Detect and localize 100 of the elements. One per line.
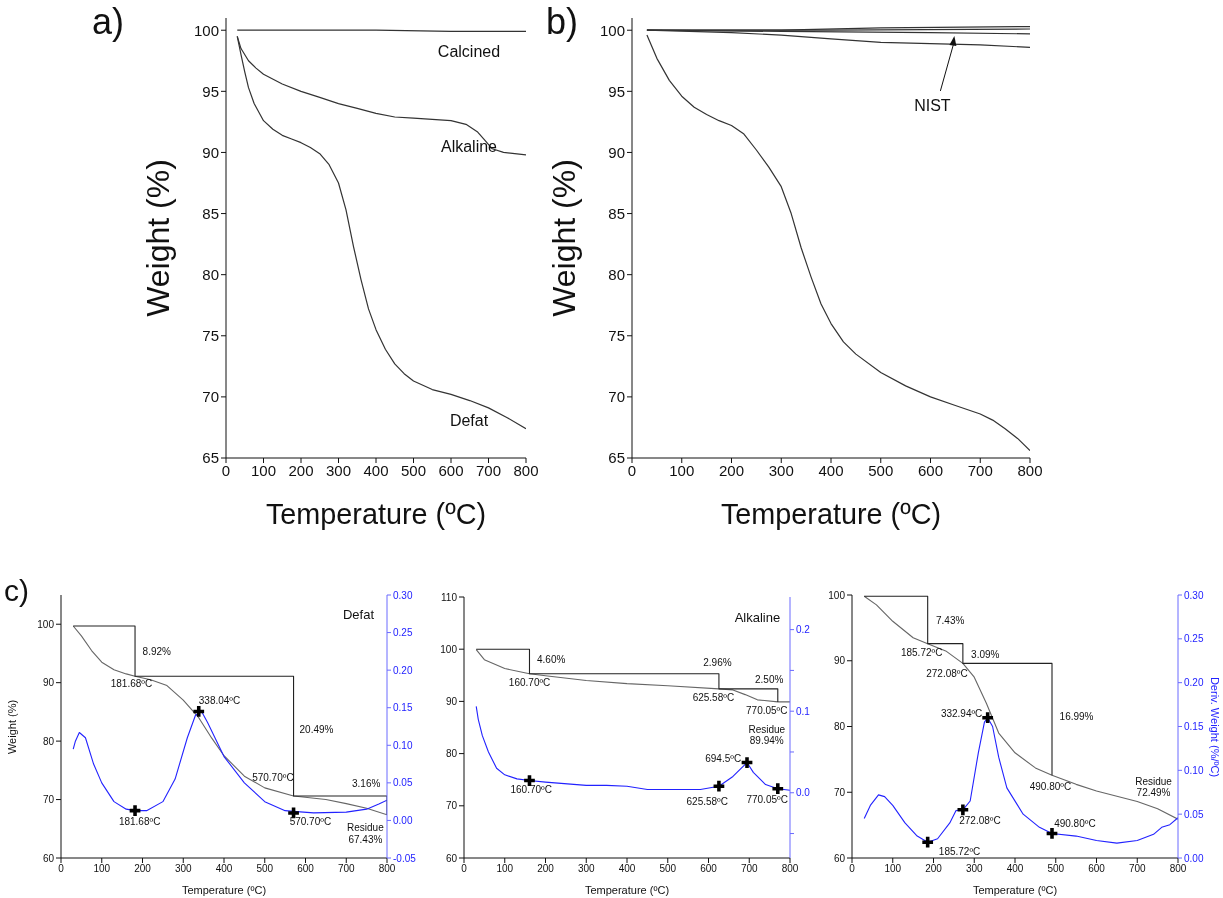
text: NIST bbox=[914, 96, 951, 114]
y-tick-label: 80 bbox=[202, 265, 219, 283]
y-axis-title: Weight (%) bbox=[139, 159, 177, 317]
annotation: 8.92% bbox=[142, 645, 171, 658]
x-tick-label: 100 bbox=[93, 863, 111, 875]
y-tick-label: 70 bbox=[42, 794, 55, 806]
y-tick-label: 100 bbox=[599, 21, 625, 39]
chart-title: b) bbox=[546, 1, 579, 42]
x-tick-label: 100 bbox=[669, 461, 695, 479]
x-tick-label: 400 bbox=[618, 863, 636, 875]
x-tick-label: 500 bbox=[256, 863, 274, 875]
x-tick-label: 200 bbox=[288, 461, 314, 479]
annotation: 770.05ºC bbox=[746, 794, 788, 806]
y-tick-label: 60 bbox=[42, 852, 55, 864]
y-tick-label: 75 bbox=[608, 327, 625, 345]
y-tick-label: 100 bbox=[193, 21, 219, 39]
annotation: 160.70ºC bbox=[510, 784, 552, 796]
x-tick-label: 300 bbox=[577, 863, 596, 875]
y-tick-label: 65 bbox=[608, 449, 625, 467]
x-tick-label: 200 bbox=[134, 863, 152, 875]
annotation: 694.5ºC bbox=[705, 753, 742, 765]
annotation: Residue 67.43% bbox=[347, 821, 384, 845]
x-tick-label: 700 bbox=[337, 863, 356, 875]
annotation: 272.08ºC bbox=[926, 668, 968, 680]
y2-tick-label: 0.15 bbox=[1184, 721, 1204, 733]
x-tick-label: 0 bbox=[849, 863, 856, 875]
chart-title: a) bbox=[92, 1, 125, 42]
x-tick-label: 100 bbox=[250, 461, 277, 479]
annotation: Defat bbox=[342, 606, 375, 623]
x-tick-label: 600 bbox=[917, 461, 944, 479]
annotation: 181.68ºC bbox=[118, 816, 161, 829]
x-tick-label: 700 bbox=[475, 461, 502, 479]
y2-tick-label: 0.10 bbox=[393, 739, 413, 751]
x-tick-label: 600 bbox=[1088, 863, 1106, 875]
y2-tick-label: 0.30 bbox=[1184, 589, 1204, 601]
annotation: Residue 72.49% bbox=[1135, 775, 1172, 799]
y2-tick-label: 0.0 bbox=[796, 787, 811, 799]
y-tick-label: 75 bbox=[202, 327, 219, 345]
y2-tick-label: 0.1 bbox=[796, 705, 811, 717]
x-tick-label: 100 bbox=[496, 863, 514, 875]
x-tick-label: 0 bbox=[221, 461, 231, 479]
annotation: 332.94ºC bbox=[940, 708, 983, 720]
x-tick-label: 100 bbox=[884, 863, 902, 875]
x-tick-label: 800 bbox=[1169, 863, 1187, 875]
y2-tick-label: 0.30 bbox=[393, 589, 413, 601]
y-tick-label: 80 bbox=[445, 748, 458, 760]
annotation: 770.05ºC bbox=[746, 705, 788, 717]
x-tick-label: 200 bbox=[925, 863, 943, 875]
y-tick-label: 65 bbox=[202, 449, 219, 467]
x-tick-label: 600 bbox=[438, 461, 464, 479]
y-tick-label: 85 bbox=[608, 204, 625, 222]
x-tick-label: 0 bbox=[461, 863, 468, 875]
y-tick-label: 90 bbox=[42, 677, 55, 689]
y2-tick-label: 0.05 bbox=[1184, 808, 1204, 820]
annotation: 3.09% bbox=[971, 649, 1000, 661]
y-tick-label: 90 bbox=[833, 655, 846, 667]
annotation: 2.50% bbox=[755, 674, 784, 686]
x-tick-label: 500 bbox=[659, 863, 677, 875]
y-tick-label: 80 bbox=[608, 265, 625, 283]
annotation: 181.68ºC bbox=[110, 678, 153, 691]
y-tick-label: 80 bbox=[42, 735, 55, 747]
y2-tick-label: -0.05 bbox=[393, 852, 417, 864]
x-tick-label: 800 bbox=[1017, 461, 1043, 479]
annotation: 490.80ºC bbox=[1054, 818, 1096, 830]
y-tick-label: 70 bbox=[445, 800, 458, 812]
y-tick-label: 90 bbox=[445, 695, 458, 707]
y-tick-label: 90 bbox=[202, 143, 219, 161]
x-tick-label: 400 bbox=[215, 863, 233, 875]
series-label: Alkaline bbox=[440, 137, 498, 155]
y2-tick-label: 0.15 bbox=[393, 702, 413, 714]
x-tick-label: 700 bbox=[1128, 863, 1147, 875]
y2-tick-label: 0.10 bbox=[1184, 764, 1204, 776]
annotation: 2.96% bbox=[703, 657, 732, 670]
y-tick-label: 95 bbox=[202, 82, 219, 100]
y-axis-title: Weight (%) bbox=[545, 159, 583, 317]
y2-tick-label: 0.20 bbox=[1184, 677, 1204, 689]
x-tick-label: 400 bbox=[1006, 863, 1024, 875]
annotation: Residue 89.94% bbox=[748, 723, 786, 747]
x-tick-label: 800 bbox=[513, 461, 539, 479]
x-axis-title: Temperature (ºC) bbox=[720, 497, 942, 531]
y2-axis-title: Deriv. Weight (%/ºC) bbox=[1209, 676, 1221, 777]
y-tick-label: 70 bbox=[202, 388, 219, 406]
y2-tick-label: 0.25 bbox=[393, 627, 413, 639]
x-tick-label: 800 bbox=[378, 863, 396, 875]
x-tick-label: 800 bbox=[781, 863, 799, 875]
annotation: 7.43% bbox=[936, 615, 965, 628]
annotation: 3.16% bbox=[352, 778, 381, 790]
x-tick-label: 500 bbox=[400, 461, 427, 479]
x-tick-label: 0 bbox=[627, 461, 637, 479]
x-tick-label: 600 bbox=[297, 863, 315, 875]
y-tick-label: 100 bbox=[440, 643, 458, 655]
x-tick-label: 700 bbox=[740, 863, 759, 875]
y2-tick-label: 0.25 bbox=[1184, 633, 1204, 645]
annotation: 160.70ºC bbox=[508, 676, 551, 689]
x-tick-label: 400 bbox=[363, 461, 389, 479]
x-axis-title: Temperature (ºC) bbox=[584, 883, 670, 896]
annotation: 338.04ºC bbox=[198, 695, 241, 707]
x-tick-label: 700 bbox=[967, 461, 993, 479]
x-axis-title: Temperature (ºC) bbox=[265, 497, 487, 531]
y2-tick-label: 0.00 bbox=[393, 814, 413, 826]
